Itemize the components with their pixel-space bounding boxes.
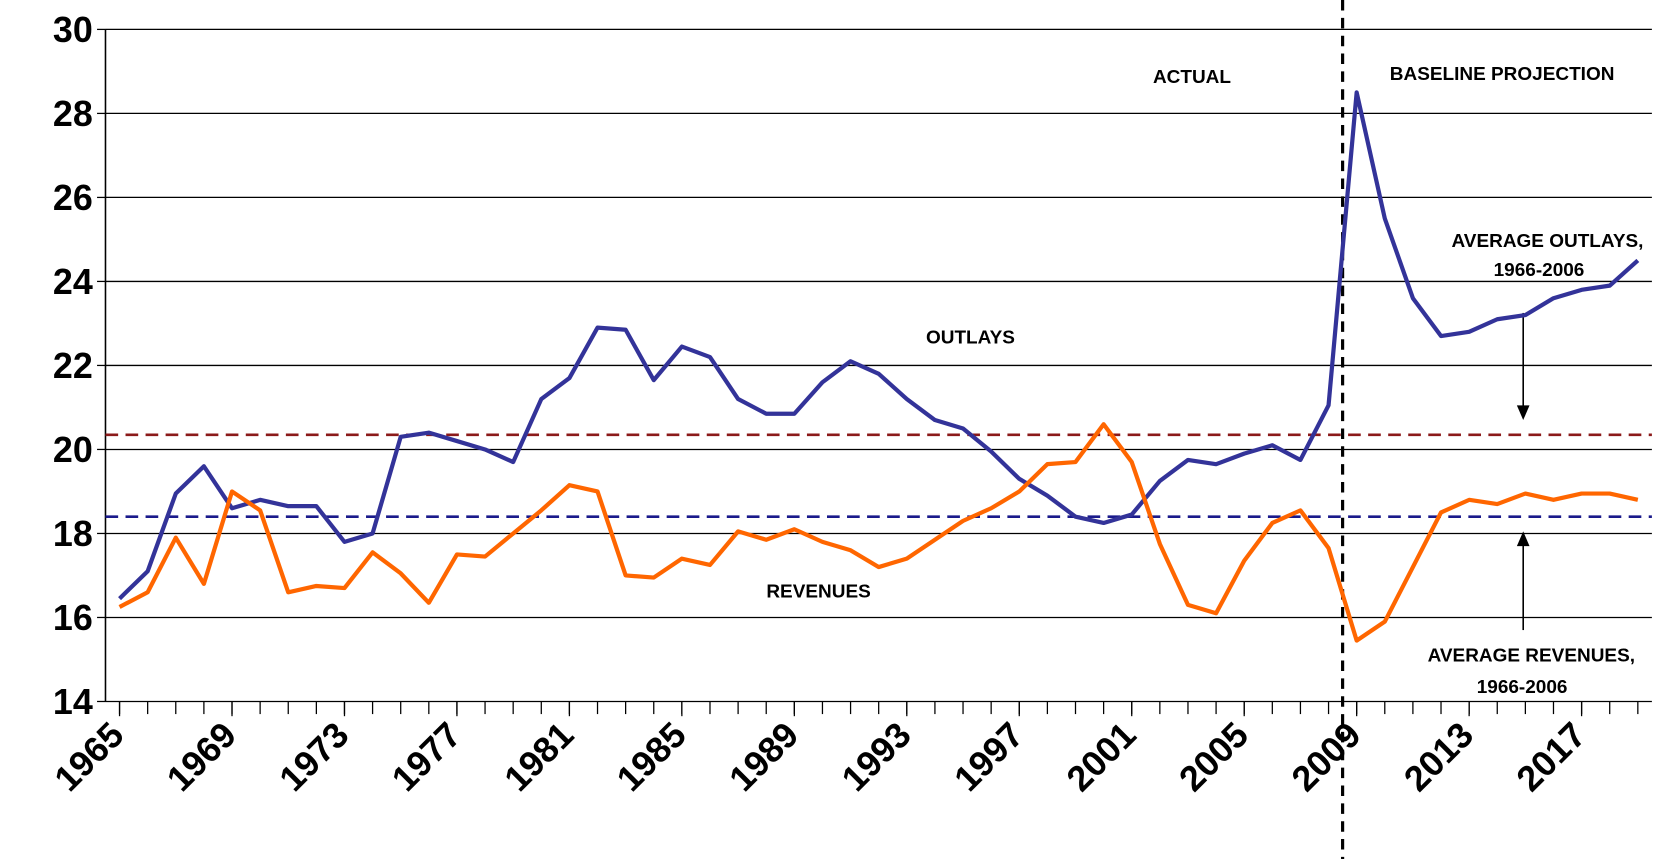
- x-tick-label: 1981: [497, 715, 582, 799]
- annotation: AVERAGE OUTLAYS,: [1452, 231, 1644, 252]
- arrowhead: [1516, 531, 1530, 547]
- x-tick-label: 1973: [272, 715, 357, 799]
- x-tick-label: 1993: [834, 715, 919, 799]
- x-tick-label: 1985: [609, 715, 694, 799]
- y-tick-label: 30: [53, 10, 93, 50]
- x-tick-label: 2009: [1284, 715, 1369, 799]
- series-line: [118, 422, 1639, 643]
- y-tick-label: 18: [53, 514, 93, 554]
- annotation: BASELINE PROJECTION: [1390, 64, 1615, 85]
- y-tick-label: 28: [53, 94, 93, 134]
- x-tick-label: 1997: [947, 715, 1032, 799]
- x-tick-label: 2017: [1509, 715, 1594, 799]
- y-tick-label: 20: [53, 430, 93, 470]
- y-tick-label: 14: [53, 682, 93, 722]
- annotation: 1966-2006: [1494, 260, 1585, 281]
- annotation: AVERAGE REVENUES,: [1428, 646, 1635, 667]
- annotation: ACTUAL: [1153, 67, 1231, 88]
- x-tick-label: 2013: [1396, 715, 1481, 799]
- x-tick-label: 2001: [1059, 715, 1144, 799]
- series-label: REVENUES: [766, 582, 870, 603]
- series-label: OUTLAYS: [926, 327, 1015, 348]
- arrowhead: [1516, 405, 1530, 421]
- x-tick-label: 1989: [722, 715, 807, 799]
- x-tick-label: 1977: [384, 715, 469, 799]
- y-tick-label: 24: [53, 262, 93, 302]
- y-tick-label: 16: [53, 598, 93, 638]
- x-tick-label: 1969: [159, 715, 244, 799]
- annotation: 1966-2006: [1477, 677, 1568, 698]
- x-tick-label: 1965: [47, 715, 132, 799]
- x-tick-label: 2005: [1171, 715, 1256, 799]
- y-tick-label: 22: [53, 346, 93, 386]
- y-tick-label: 26: [53, 178, 93, 218]
- series-line: [118, 90, 1640, 601]
